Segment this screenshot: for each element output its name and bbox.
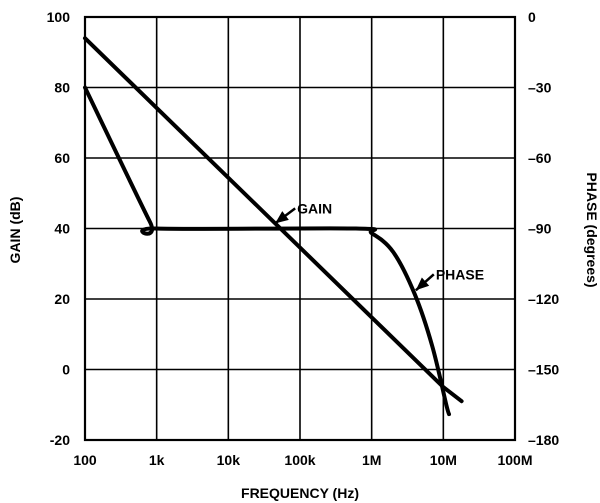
x-tick-label: 100k: [284, 452, 315, 468]
series-gain-line: [83, 36, 464, 404]
right-y-tick-label: –30: [528, 80, 552, 96]
left-y-tick-label: 20: [54, 291, 70, 307]
left-y-axis-title: GAIN (dB): [7, 197, 23, 264]
tick-labels: 100 1k 10k 100k 1M 10M 100M 100 80 60 40 20 0 -20 0 –30…: [47, 9, 560, 468]
x-tick-label: 1k: [149, 452, 165, 468]
x-tick-label: 10k: [217, 452, 241, 468]
right-y-axis-title: PHASE (degrees): [584, 172, 600, 287]
right-y-tick-label: –180: [528, 432, 559, 448]
series-phase-line: [83, 85, 451, 417]
phase-arrow-head: [415, 277, 430, 291]
x-axis-title: FREQUENCY (Hz): [241, 485, 359, 501]
left-y-tick-label: 80: [54, 80, 70, 96]
x-tick-label: 1M: [362, 452, 381, 468]
left-y-tick-label: 40: [54, 221, 70, 237]
right-y-tick-label: –90: [528, 221, 552, 237]
right-y-tick-label: 0: [528, 9, 536, 25]
plot-frame: [83, 15, 517, 442]
x-tick-label: 100M: [497, 452, 532, 468]
phase-annotation: PHASE: [436, 266, 484, 282]
x-tick-label: 100: [73, 452, 97, 468]
left-y-tick-label: 60: [54, 150, 70, 166]
series-layer: [83, 36, 464, 417]
right-y-tick-label: –150: [528, 362, 559, 378]
gain-arrow-head: [275, 211, 289, 224]
left-y-tick-label: -20: [50, 432, 70, 448]
grid-lines: [85, 17, 515, 440]
gain-annotation: GAIN: [297, 200, 332, 216]
annotation-layer: GAIN PHASE: [274, 200, 484, 292]
left-y-tick-label: 0: [62, 362, 70, 378]
left-y-tick-label: 100: [47, 9, 71, 25]
x-tick-label: 10M: [430, 452, 457, 468]
right-y-tick-label: –120: [528, 291, 559, 307]
right-y-tick-label: –60: [528, 150, 552, 166]
